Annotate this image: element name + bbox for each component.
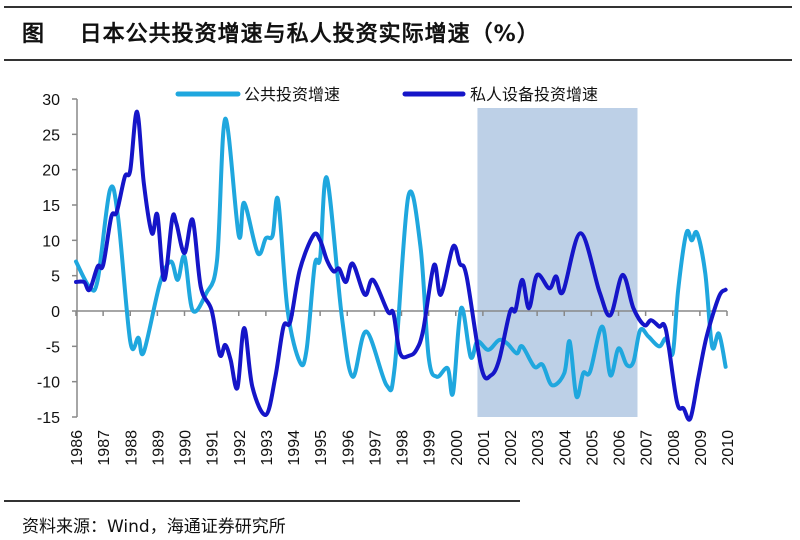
source-rule: [4, 500, 520, 502]
x-tick-label: 2003: [530, 430, 547, 466]
series-line-public: [74, 116, 728, 400]
x-tick-label: 1986: [69, 430, 86, 466]
legend-label-private: 私人设备投资增速: [470, 85, 598, 104]
x-tick-label: 1989: [150, 430, 167, 466]
shaded-period: [477, 108, 638, 417]
title-top-rule: [4, 6, 792, 8]
x-tick-label: 2000: [449, 430, 466, 466]
title-bottom-rule: [4, 59, 792, 61]
x-tick-label: 2010: [720, 430, 737, 466]
x-tick-label: 2004: [557, 430, 574, 466]
y-axis: 30 25 20 15 10 5 0 -5 -10 -15: [37, 92, 78, 427]
x-tick-label: 1990: [178, 430, 195, 466]
y-tick-label: -10: [37, 375, 60, 392]
y-tick-label: -15: [37, 410, 60, 427]
x-tick-label: 1993: [259, 430, 276, 466]
x-tick-label: 2007: [639, 430, 656, 466]
x-tick-label: 1998: [395, 430, 412, 466]
x-axis: 1986 1987 1988 1989 1990 1991 1992 1993 1994 1995…: [69, 310, 737, 466]
x-tick-label: 1988: [123, 430, 140, 466]
x-tick-label: 1995: [313, 430, 330, 466]
x-tick-label: 1997: [367, 430, 384, 466]
x-tick-label: 2006: [612, 430, 629, 466]
x-tick-label: 2001: [476, 430, 493, 466]
source-note: 资料来源：Wind，海通证券研究所: [22, 517, 286, 537]
y-tick-label: 25: [42, 127, 60, 144]
y-tick-label: 10: [42, 233, 60, 250]
series-lines: [74, 109, 728, 422]
figure-title-text: 日本公共投资增速与私人投资实际增速（%）: [79, 22, 540, 47]
y-tick-label: 20: [42, 163, 60, 180]
x-tick-label: 1991: [205, 430, 222, 466]
x-tick-label: 2002: [503, 430, 520, 466]
x-tick-label: 2009: [693, 430, 710, 466]
x-tick-label: 1987: [96, 430, 113, 466]
x-tick-label: 2008: [666, 430, 683, 466]
x-tick-label: 1996: [340, 430, 357, 466]
y-tick-label: 15: [42, 198, 60, 215]
legend-label-public: 公共投资增速: [244, 85, 340, 104]
y-tick-label: -5: [46, 339, 60, 356]
figure-label: 图: [22, 22, 46, 47]
y-tick-label: 0: [51, 304, 60, 321]
legend: 公共投资增速 私人设备投资增速: [175, 85, 598, 104]
figure-title: 图 日本公共投资增速与私人投资实际增速（%）: [22, 16, 540, 48]
x-tick-label: 2005: [584, 430, 601, 466]
y-tick-label: 5: [51, 269, 60, 286]
series-line-private: [74, 109, 728, 422]
x-tick-label: 1992: [232, 430, 249, 466]
x-tick-label: 1994: [286, 430, 303, 466]
x-tick-label: 1999: [422, 430, 439, 466]
y-tick-label: 30: [42, 92, 60, 109]
